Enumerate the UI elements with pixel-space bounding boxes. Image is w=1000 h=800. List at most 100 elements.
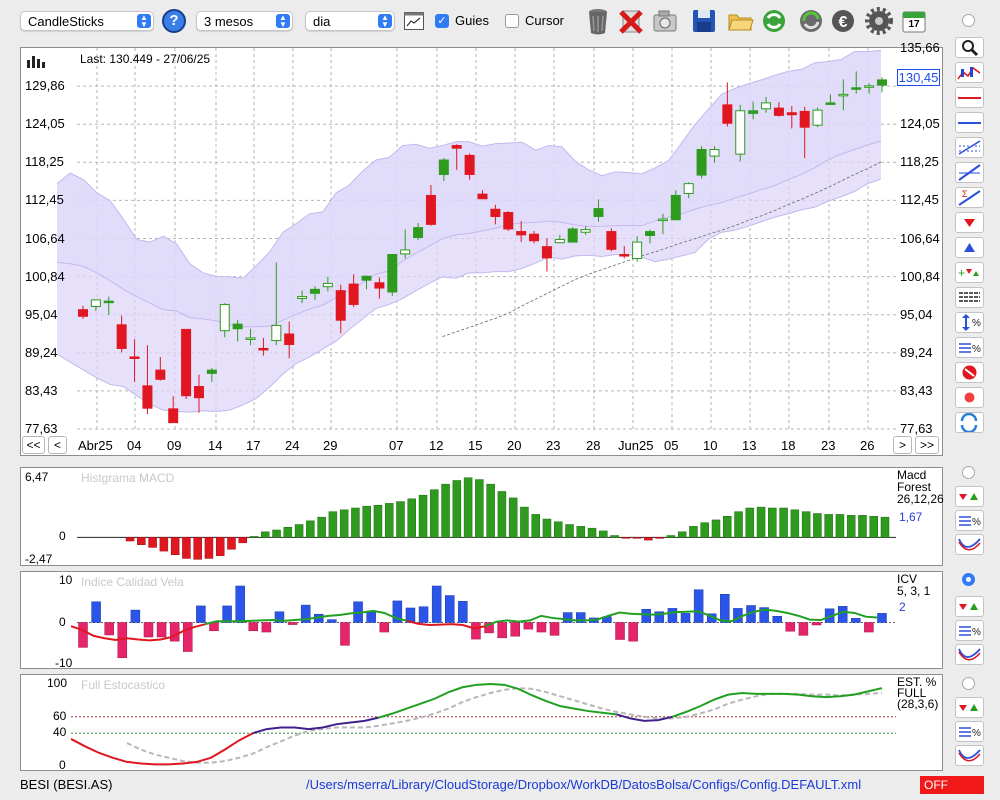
macd-bar — [610, 535, 619, 538]
x-tick-label: 07 — [389, 438, 404, 453]
euro-icon[interactable]: € — [829, 6, 857, 36]
radio-macd-panel[interactable] — [962, 466, 975, 479]
macd-bar — [565, 524, 574, 538]
cursor-checkbox[interactable] — [505, 14, 519, 28]
candle — [219, 303, 230, 338]
add-arrows-icon: + — [958, 266, 979, 280]
x-tick-label: 09 — [167, 438, 182, 453]
icv-bar — [562, 612, 573, 623]
percent-lines-button[interactable]: % — [955, 510, 984, 531]
percent-lines-button[interactable]: % — [955, 620, 984, 641]
macd-bar — [869, 515, 878, 538]
horizontal-line-red-button[interactable] — [955, 87, 984, 108]
off-indicator[interactable]: OFF — [920, 776, 984, 794]
candle-body — [129, 356, 140, 359]
arrow-down-red-button[interactable] — [955, 212, 984, 233]
lines-button[interactable] — [955, 287, 984, 308]
zoom-button[interactable] — [955, 37, 984, 58]
candle-body — [645, 231, 656, 237]
candle — [696, 146, 707, 179]
help-button[interactable]: ? — [162, 9, 186, 33]
camera-icon[interactable] — [651, 6, 679, 36]
icv-chart[interactable] — [21, 572, 942, 668]
chart-bars-icon[interactable] — [27, 54, 45, 68]
interval-select[interactable]: dia ▲ ▼ — [305, 11, 395, 31]
swap-button[interactable] — [955, 412, 984, 434]
candle-indicator-button[interactable] — [955, 62, 984, 83]
calendar-icon[interactable] — [900, 6, 928, 36]
arrow-up-blue-button[interactable] — [955, 237, 984, 258]
horizontal-line-blue-button[interactable] — [955, 112, 984, 133]
percent-lines-button[interactable]: % — [955, 337, 984, 358]
icv-bar — [641, 608, 651, 623]
percent-lines-button[interactable]: % — [955, 721, 984, 742]
candle — [425, 184, 436, 226]
macd-bar — [317, 516, 326, 538]
candle-body — [232, 323, 243, 330]
nav-prev-button[interactable]: < — [48, 436, 67, 454]
candle-body — [245, 337, 256, 340]
candle — [464, 153, 475, 180]
icv-bar — [340, 622, 350, 646]
radio-stoch-panel[interactable] — [962, 677, 975, 690]
gear-icon[interactable] — [865, 6, 893, 36]
macd-histogram[interactable] — [21, 468, 942, 565]
record-button[interactable] — [955, 387, 984, 408]
candle — [103, 296, 114, 315]
chart-type-select[interactable]: CandleSticks ▲ ▼ — [20, 11, 154, 31]
curves-button[interactable] — [955, 644, 984, 665]
arrow-up-blue-icon — [964, 243, 975, 252]
stoch-title: Full Estocastico — [81, 678, 166, 692]
x-tick-label: 20 — [507, 438, 522, 453]
arrows-button[interactable] — [955, 596, 984, 617]
bollinger-middle-line — [56, 140, 882, 328]
radio-icv-panel[interactable] — [962, 573, 975, 586]
curves-button[interactable] — [955, 534, 984, 555]
nav-first-button[interactable]: << — [22, 436, 45, 454]
y-tick-label: 89,24 — [25, 344, 58, 360]
sync-icon[interactable] — [797, 6, 825, 36]
candle — [322, 276, 333, 292]
icv-signal-line — [205, 609, 408, 626]
candle — [683, 182, 694, 199]
no-entry-button[interactable] — [955, 362, 984, 383]
nav-next-button[interactable]: > — [893, 436, 912, 454]
add-arrows-button[interactable]: + — [955, 262, 984, 283]
delete-icon[interactable] — [617, 6, 645, 36]
candle — [193, 374, 204, 413]
refresh-icon[interactable] — [760, 6, 788, 36]
sigma-line-button[interactable]: Σ — [955, 187, 984, 208]
no-entry-icon — [962, 365, 977, 380]
candlestick-chart[interactable] — [21, 48, 942, 455]
help-icon: ? — [169, 12, 179, 29]
trendline-button[interactable] — [955, 162, 984, 183]
macd-bar — [339, 509, 349, 538]
trash-icon[interactable] — [584, 6, 612, 36]
stochastic-panel: Full Estocastico 100 60 40 0 EST. % FULL (2… — [20, 674, 943, 772]
chart-window-icon[interactable] — [404, 12, 424, 30]
candle-body — [335, 290, 346, 321]
icv-bar — [431, 585, 442, 623]
arrows-icon — [959, 704, 978, 711]
save-icon[interactable] — [690, 6, 718, 36]
stoch-fast-line — [70, 732, 254, 766]
percent-range-button[interactable]: % — [955, 312, 984, 333]
curves-button[interactable] — [955, 745, 984, 766]
guides-checkbox[interactable]: ✓ — [435, 14, 449, 28]
radio-main-panel[interactable] — [962, 14, 975, 27]
stochastic-chart[interactable] — [21, 675, 942, 770]
candle — [838, 79, 849, 111]
icv-bar — [78, 622, 88, 648]
fibonacci-button[interactable] — [955, 137, 984, 158]
arrows-button[interactable] — [955, 697, 984, 718]
svg-text:%: % — [972, 344, 981, 355]
folder-icon[interactable] — [726, 6, 754, 36]
x-tick-label: 18 — [781, 438, 796, 453]
config-path[interactable]: /Users/mserra/Library/CloudStorage/Dropb… — [306, 777, 862, 792]
arrows-button[interactable] — [955, 486, 984, 507]
x-tick-label: 12 — [429, 438, 444, 453]
nav-last-button[interactable]: >> — [915, 436, 939, 454]
period-select[interactable]: 3 mesos ▲ ▼ — [196, 11, 293, 31]
macd-bar — [215, 537, 225, 556]
macd-bar — [159, 537, 169, 552]
